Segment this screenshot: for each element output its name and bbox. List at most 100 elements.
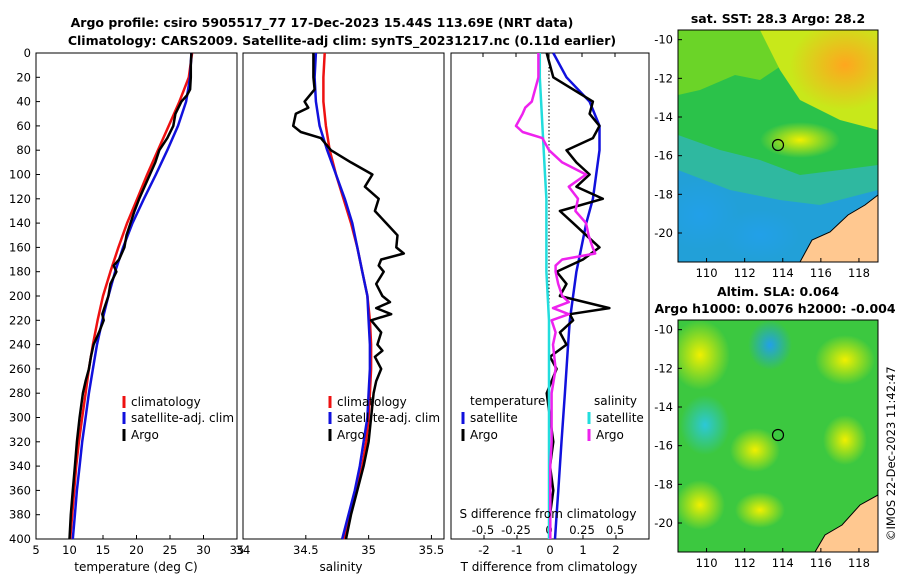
sst-map-frame (677, 29, 879, 263)
salinity-tick-labels: 34 34.5 35 35.5 (236, 535, 445, 557)
legend-title-temperature: temperature (470, 394, 545, 408)
difference-tick-labels: -2 -1 0 1 2-0.5 -0.25 0 0.25 0.5 (472, 53, 624, 557)
sst-map: sat. SST: 28.3 Argo: 28.2 -10-12-14-16-1… (654, 11, 879, 280)
salinity-legend: climatology satellite-adj. clim Argo (328, 395, 440, 442)
sla-map: Altim. SLA: 0.064 Argo h1000: 0.0076 h20… (654, 284, 896, 570)
s-difference-label: S difference from climatology (460, 507, 637, 521)
temperature-series (68, 52, 194, 540)
lat-tick-label: -18 (654, 187, 673, 201)
x-tick-label: 1 (579, 543, 586, 557)
x-tick-label: 35.5 (419, 543, 445, 557)
legend-label-argo: Argo (131, 428, 159, 442)
sla-map-frame (677, 319, 879, 553)
y-tick-label: 260 (9, 362, 31, 376)
sst-lat-ticks: -10 -12 -14 -16 -18 -20 (654, 33, 682, 240)
lon-tick-label: 114 (772, 556, 794, 570)
legend-label-s-satellite: satellite (596, 411, 644, 425)
title-line-2: Climatology: CARS2009. Satellite-adj cli… (68, 33, 616, 49)
sla-lon-ticks: 110 112 114 116 118 (696, 548, 870, 570)
sla-map-title-2: Argo h1000: 0.0076 h2000: -0.004 (654, 301, 895, 316)
x-tick-label: 30 (196, 543, 211, 557)
lon-tick-label: 116 (810, 556, 832, 570)
y-tick-label: 0 (24, 46, 31, 60)
argo-location-marker (771, 428, 785, 442)
legend-label-satellite: satellite-adj. clim (131, 411, 234, 425)
y-tick-label: 180 (9, 265, 31, 279)
s-tick-label: 0.5 (606, 523, 624, 537)
y-tick-label: 280 (9, 386, 31, 400)
lat-tick-label: -16 (654, 149, 673, 163)
salinity-axes-box (242, 52, 445, 540)
lon-tick-label: 118 (848, 266, 870, 280)
x-tick-label: 2 (612, 543, 619, 557)
sst-map-title: sat. SST: 28.3 Argo: 28.2 (691, 11, 865, 26)
difference-panel: -2 -1 0 1 2-0.5 -0.25 0 0.25 0.5 S difference fr… (450, 52, 650, 574)
s-tick-label: 0.25 (569, 523, 595, 537)
x-tick-label: -1 (511, 543, 522, 557)
series-line-argo (291, 53, 406, 540)
x-tick-label: 15 (96, 543, 111, 557)
lon-tick-label: 114 (772, 266, 794, 280)
series-line-climatology (68, 52, 194, 540)
title-line-1: Argo profile: csiro 5905517_77 17-Dec-20… (71, 15, 574, 31)
depth-tick-labels: 0 20 40 60 80 100 120 140 160 180 200 220 240 260 280 3… (9, 46, 40, 546)
lat-tick-label: -14 (654, 400, 673, 414)
y-tick-label: 40 (16, 95, 31, 109)
legend-label-satellite: satellite-adj. clim (337, 411, 440, 425)
y-tick-label: 20 (16, 70, 31, 84)
lat-tick-label: -20 (654, 516, 673, 530)
sla-lat-ticks: -10 -12 -14 -16 -18 -20 (654, 323, 682, 530)
legend-label-argo: Argo (337, 428, 365, 442)
temperature-axes-box (35, 52, 238, 540)
x-tick-label: -2 (478, 543, 489, 557)
y-tick-label: 320 (9, 435, 31, 449)
lat-tick-label: -10 (654, 33, 673, 47)
lat-tick-label: -12 (654, 361, 673, 375)
legend-label-climatology: climatology (131, 395, 201, 409)
legend-label-s-argo: Argo (596, 428, 624, 442)
lon-tick-label: 112 (734, 556, 756, 570)
series-line-s-argo (514, 53, 597, 539)
sst-lon-ticks: 110 112 114 116 118 (696, 258, 870, 280)
s-tick-label: -0.5 (472, 523, 494, 537)
lon-tick-label: 118 (848, 556, 870, 570)
y-tick-label: 120 (9, 192, 31, 206)
temperature-xlabel: temperature (deg C) (74, 560, 197, 574)
temperature-legend: climatology satellite-adj. clim Argo (122, 395, 234, 442)
y-tick-label: 340 (9, 459, 31, 473)
t-difference-xlabel: T difference from climatology (460, 560, 638, 574)
lat-tick-label: -10 (654, 323, 673, 337)
lon-tick-label: 112 (734, 266, 756, 280)
series-line-argo (68, 52, 193, 540)
difference-legend: temperature satellite Argo salinity sate… (461, 394, 644, 442)
credit-text: ©IMOS 22-Dec-2023 11:42:47 (884, 366, 898, 541)
lon-tick-label: 116 (810, 266, 832, 280)
y-tick-label: 60 (16, 119, 31, 133)
x-tick-label: 20 (129, 543, 144, 557)
lat-tick-label: -16 (654, 439, 673, 453)
salinity-xlabel: salinity (319, 560, 362, 574)
series-line-t-satellite (552, 52, 601, 540)
x-tick-label: 34 (236, 543, 251, 557)
y-tick-label: 80 (16, 143, 31, 157)
y-tick-label: 140 (9, 216, 31, 230)
y-tick-label: 220 (9, 313, 31, 327)
x-tick-label: 0 (546, 543, 553, 557)
y-tick-label: 400 (9, 532, 31, 546)
x-tick-label: 5 (32, 543, 39, 557)
salinity-panel: 34 34.5 35 35.5 salinity climatology satell… (236, 52, 445, 574)
series-line-satellite-adj-clim (313, 52, 372, 540)
lon-tick-label: 110 (696, 266, 718, 280)
lat-tick-label: -12 (654, 71, 673, 85)
series-line-s-satellite (538, 53, 551, 539)
lat-tick-label: -20 (654, 226, 673, 240)
temperature-panel: 0 20 40 60 80 100 120 140 160 180 200 220 240 260 280 3… (9, 46, 244, 574)
y-tick-label: 380 (9, 508, 31, 522)
x-tick-label: 10 (62, 543, 77, 557)
x-tick-label: 25 (163, 543, 178, 557)
legend-title-salinity: salinity (594, 394, 637, 408)
lon-tick-label: 110 (696, 556, 718, 570)
lat-tick-label: -14 (654, 110, 673, 124)
legend-label-climatology: climatology (337, 395, 407, 409)
